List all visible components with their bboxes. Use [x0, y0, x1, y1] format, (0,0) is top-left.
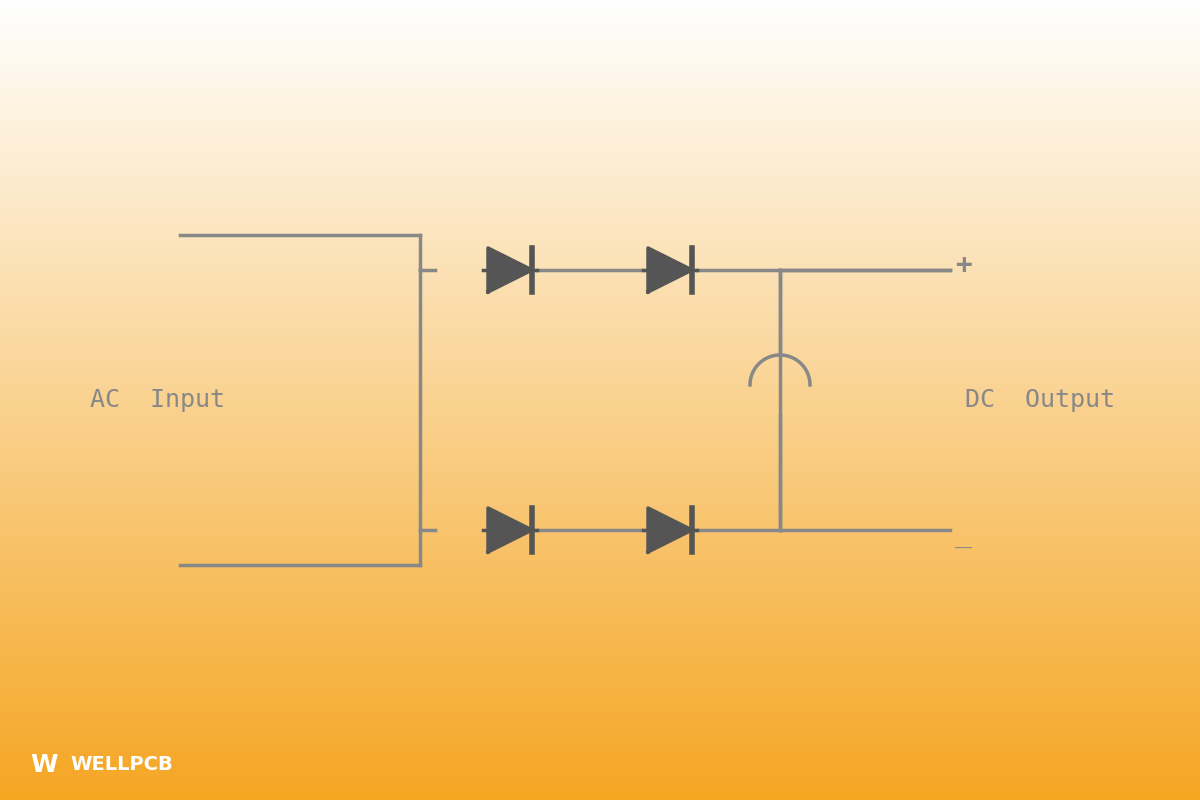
Polygon shape: [488, 508, 532, 552]
Text: AC  Input: AC Input: [90, 388, 226, 412]
Polygon shape: [488, 248, 532, 292]
Text: _: _: [955, 521, 972, 549]
Polygon shape: [648, 508, 692, 552]
Text: W: W: [30, 753, 58, 777]
Text: WELLPCB: WELLPCB: [70, 755, 173, 774]
Text: DC  Output: DC Output: [965, 388, 1115, 412]
Text: +: +: [955, 251, 972, 279]
Polygon shape: [648, 248, 692, 292]
